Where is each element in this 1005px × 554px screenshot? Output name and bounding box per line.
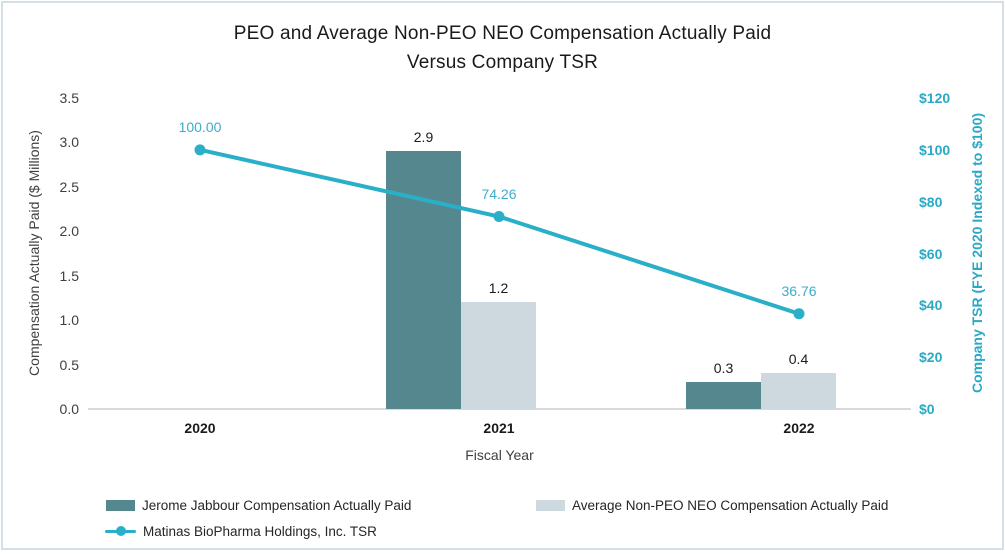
bar-neo-2021 (461, 302, 536, 409)
left-axis-tick-label: 3.0 (33, 133, 79, 151)
left-axis-tick-label: 2.5 (33, 178, 79, 196)
tsr-point-marker (794, 308, 805, 319)
right-axis-tick-label: $0 (919, 400, 979, 418)
left-axis-tick-label: 1.5 (33, 267, 79, 285)
bar-value-label: 0.4 (769, 351, 829, 367)
bar-value-label: 0.3 (694, 360, 754, 376)
tsr-value-label: 36.76 (754, 283, 844, 299)
x-axis-title: Fiscal Year (88, 447, 911, 463)
bar-peo-2022 (686, 382, 761, 409)
right-axis-tick-label: $120 (919, 89, 979, 107)
bar-neo-2022 (761, 373, 836, 409)
left-axis-tick-label: 0.0 (33, 400, 79, 418)
bar-value-label: 2.9 (394, 129, 454, 145)
plot-area: 0.0 0.5 1.0 1.5 2.0 2.5 3.0 3.5 $0 $20 $40 $60 $80 $1… (3, 3, 1002, 548)
tsr-value-label: 74.26 (454, 186, 544, 202)
right-axis-tick-label: $80 (919, 193, 979, 211)
tsr-point-marker (494, 211, 505, 222)
tsr-line-layer (3, 3, 1005, 554)
bar-value-label: 1.2 (469, 280, 529, 296)
left-axis-tick-label: 1.0 (33, 311, 79, 329)
left-axis-tick-label: 3.5 (33, 89, 79, 107)
left-axis-tick-label: 0.5 (33, 356, 79, 374)
x-axis-category-label: 2022 (764, 420, 834, 436)
x-axis-category-label: 2020 (165, 420, 235, 436)
tsr-value-label: 100.00 (155, 119, 245, 135)
right-axis-tick-label: $20 (919, 348, 979, 366)
x-axis-category-label: 2021 (464, 420, 534, 436)
bar-peo-2021 (386, 151, 461, 409)
right-axis-tick-label: $60 (919, 245, 979, 263)
right-axis-tick-label: $40 (919, 296, 979, 314)
tsr-point-marker (195, 144, 206, 155)
left-axis-tick-label: 2.0 (33, 222, 79, 240)
right-axis-tick-label: $100 (919, 141, 979, 159)
